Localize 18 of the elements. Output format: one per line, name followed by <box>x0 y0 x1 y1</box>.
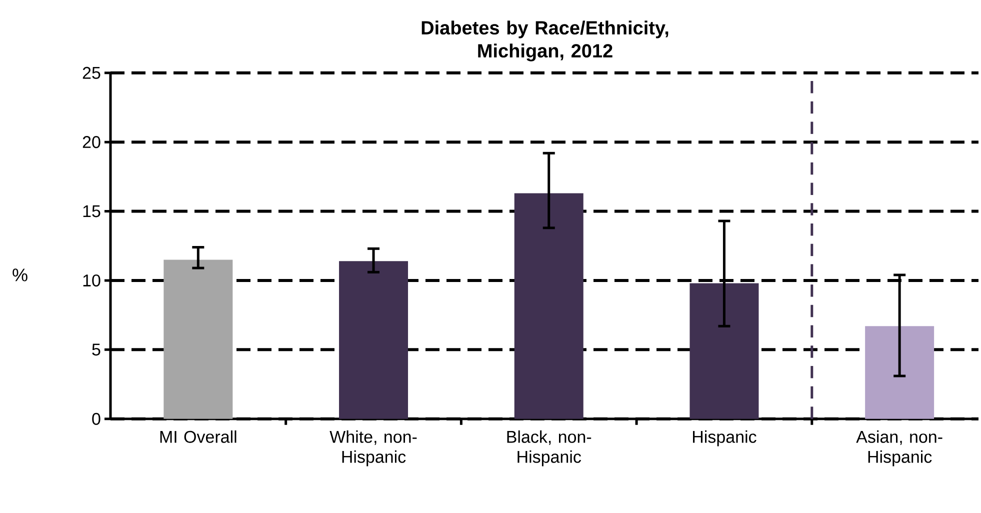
y-axis-title: % <box>12 268 28 282</box>
y-tick-label: 10 <box>83 274 100 287</box>
x-tick-label: White, non-Hispanic <box>330 430 417 466</box>
chart-title: Diabetes by Race/Ethnicity, Michigan, 2012 <box>422 20 668 62</box>
y-tick-label: 15 <box>83 205 100 218</box>
x-tick-label: Asian, non-Hispanic <box>856 430 942 466</box>
bar <box>514 193 584 419</box>
bar <box>339 261 408 419</box>
y-tick-label: 5 <box>92 344 100 356</box>
bar <box>690 283 759 419</box>
bar <box>865 326 934 419</box>
y-tick-label: 25 <box>82 66 100 79</box>
y-tick-label: 0 <box>92 412 100 425</box>
x-tick-label: Black, non-Hispanic <box>507 430 592 466</box>
x-tick-label: MI Overall <box>160 430 236 443</box>
y-tick-label: 20 <box>82 136 100 148</box>
x-tick-label: Hispanic <box>693 430 756 446</box>
bar <box>164 260 233 419</box>
